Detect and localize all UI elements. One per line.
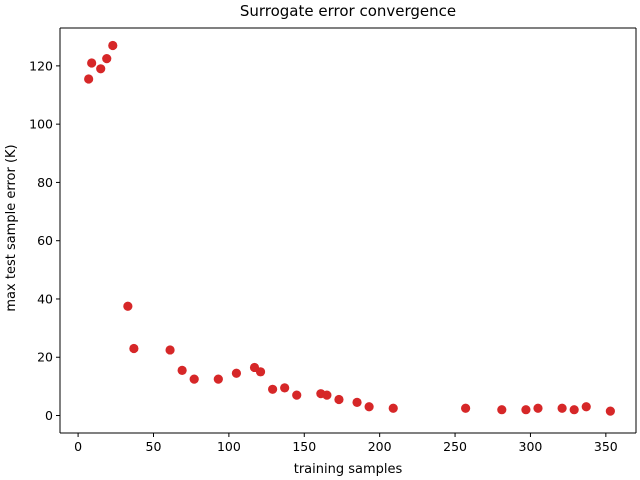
y-tick-label: 60: [37, 233, 53, 248]
x-axis-label: training samples: [294, 462, 403, 477]
data-point: [322, 390, 332, 400]
y-tick-label: 120: [29, 58, 53, 73]
x-tick-label: 300: [519, 439, 543, 454]
data-point: [177, 365, 187, 375]
data-point: [292, 390, 302, 400]
y-tick-label: 80: [37, 175, 53, 190]
x-tick-label: 350: [594, 439, 618, 454]
data-point: [165, 345, 175, 355]
data-point: [605, 406, 615, 416]
data-point: [581, 402, 591, 412]
y-tick-label: 40: [37, 291, 53, 306]
data-point: [521, 405, 531, 415]
data-point: [129, 343, 139, 354]
data-point: [102, 53, 112, 64]
data-point: [268, 384, 278, 394]
x-tick-label: 200: [368, 439, 392, 454]
data-point: [461, 403, 471, 413]
data-point: [533, 403, 543, 413]
data-point: [123, 301, 133, 311]
data-point: [84, 74, 94, 84]
x-tick-label: 150: [292, 439, 316, 454]
data-point: [231, 368, 242, 378]
data-point: [189, 374, 199, 384]
data-point: [557, 403, 567, 413]
data-point: [388, 403, 398, 413]
plot-area: 0 50 100 150 200 250 300 350 0 20 40 60 80 100 120: [29, 27, 637, 454]
data-point: [213, 374, 223, 384]
y-tick-label: 0: [45, 408, 53, 423]
x-tick-label: 50: [146, 439, 162, 454]
data-point: [280, 383, 290, 393]
x-tick-label: 100: [217, 439, 241, 454]
data-point: [364, 402, 374, 412]
data-point: [334, 394, 344, 405]
x-tick-label: 0: [74, 439, 82, 454]
data-point: [255, 367, 266, 377]
data-point: [87, 58, 97, 68]
data-point: [497, 405, 507, 415]
data-point: [108, 40, 118, 51]
x-tick-label: 250: [443, 439, 467, 454]
y-axis-label: max test sample error (K): [4, 144, 19, 311]
y-tick-label: 100: [29, 117, 53, 132]
y-tick-label: 20: [37, 350, 53, 365]
data-point: [352, 397, 362, 408]
data-point: [569, 405, 579, 415]
data-point: [96, 64, 106, 74]
chart-title: Surrogate error convergence: [240, 2, 456, 20]
